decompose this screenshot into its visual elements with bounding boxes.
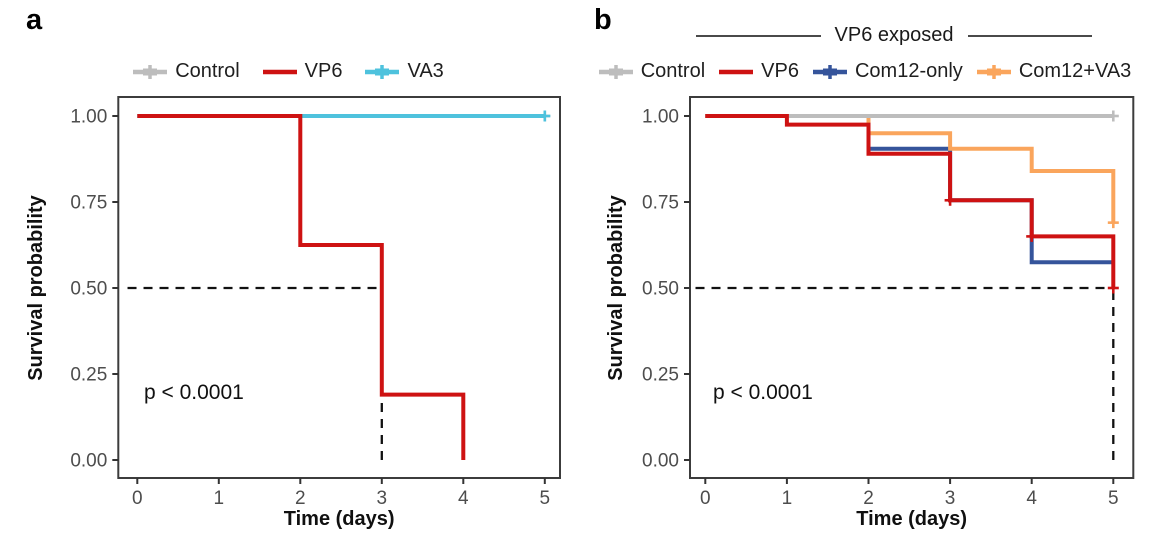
x-tick-label: 2 [863,488,874,509]
legend-key-line-icon [262,69,297,74]
p-value-text: p < 0.0001 [144,381,244,404]
x-tick-label: 1 [214,488,225,509]
survival-curve-com12-only [705,114,1114,265]
panel-b: b VP6 exposed Control VP6 Com12-only Com12+… [576,0,1153,542]
exposed-group-header: VP6 exposed [696,24,1093,47]
x-tick-label: 5 [1108,488,1119,509]
survival-curve-vp6 [705,114,1116,288]
y-tick-label: 1.00 [70,107,107,128]
x-tick-label: 4 [1026,488,1037,509]
legend-item-com12+va3: Com12+VA3 [976,60,1131,83]
legend-key-line-icon [719,69,754,74]
y-tick-label: 0.00 [70,451,107,472]
legend-key-line-plus-icon [976,64,1011,79]
y-tick-label: 0.25 [642,365,679,386]
x-tick-label: 3 [377,488,388,509]
survival-plot-b: 0 1 2 3 4 5 0.00 0.25 0.50 0.75 1.00 Time (days) Sur… [605,96,1135,530]
panel-label-b: b [594,4,612,36]
y-tick-label: 0.75 [70,193,107,214]
x-tick-label: 0 [132,488,143,509]
legend-label: Com12-only [854,60,963,82]
survival-curve-vp6 [137,114,466,460]
header-rule-left [696,34,821,37]
legend-label: VP6 [761,60,799,82]
legend-key-line-plus-icon [365,64,400,79]
legend-a: Control VP6 VA3 [0,60,576,83]
x-tick-label: 3 [945,488,956,509]
legend-item-com12-only: Com12-only [812,60,963,83]
y-tick-label: 0.00 [642,451,679,472]
y-tick-label: 0.75 [642,193,679,214]
legend-key-line-plus-icon [598,64,633,79]
y-tick-label: 0.50 [642,279,679,300]
y-axis-title: Survival probability [605,194,627,380]
legend-label: Com12+VA3 [1018,60,1132,82]
x-axis-title: Time (days) [856,508,967,530]
y-axis-title: Survival probability [25,194,47,380]
legend-key-line-plus-icon [133,64,168,79]
header-rule-right [967,34,1093,37]
survival-plot-a: 0 1 2 3 4 5 0.00 0.25 0.50 0.75 1.00 Time (days) Sur… [25,96,562,530]
y-tick-label: 0.50 [70,279,107,300]
legend-item-vp6: VP6 [718,60,799,83]
x-tick-label: 2 [295,488,306,509]
legend-b: Control VP6 Com12-only Com12+VA3 [576,60,1153,83]
legend-item-control: Control [598,60,705,83]
p-value-text: p < 0.0001 [713,381,813,404]
x-tick-label: 1 [782,488,793,509]
panel-a: a Control VP6 VA3 0 1 2 3 4 5 0.00 0.25 0.50 0.75 1.… [0,0,576,542]
legend-item-va3: VA3 [364,60,444,83]
header-text: VP6 exposed [834,24,954,46]
legend-key-line-plus-icon [812,64,847,79]
legend-item-control: Control [132,60,240,83]
legend-label: Control [640,60,706,82]
legend-item-vp6: VP6 [262,60,343,83]
legend-label: Control [175,60,240,82]
legend-label: VA3 [407,60,444,82]
x-tick-label: 0 [700,488,711,509]
legend-label: VP6 [304,60,343,82]
y-tick-label: 0.25 [70,365,107,386]
x-axis-title: Time (days) [284,508,395,530]
y-tick-label: 1.00 [642,107,679,128]
survival-curve-com12+va3 [705,114,1116,223]
panel-label-a: a [26,4,43,36]
x-tick-label: 5 [540,488,551,509]
x-tick-label: 4 [458,488,469,509]
